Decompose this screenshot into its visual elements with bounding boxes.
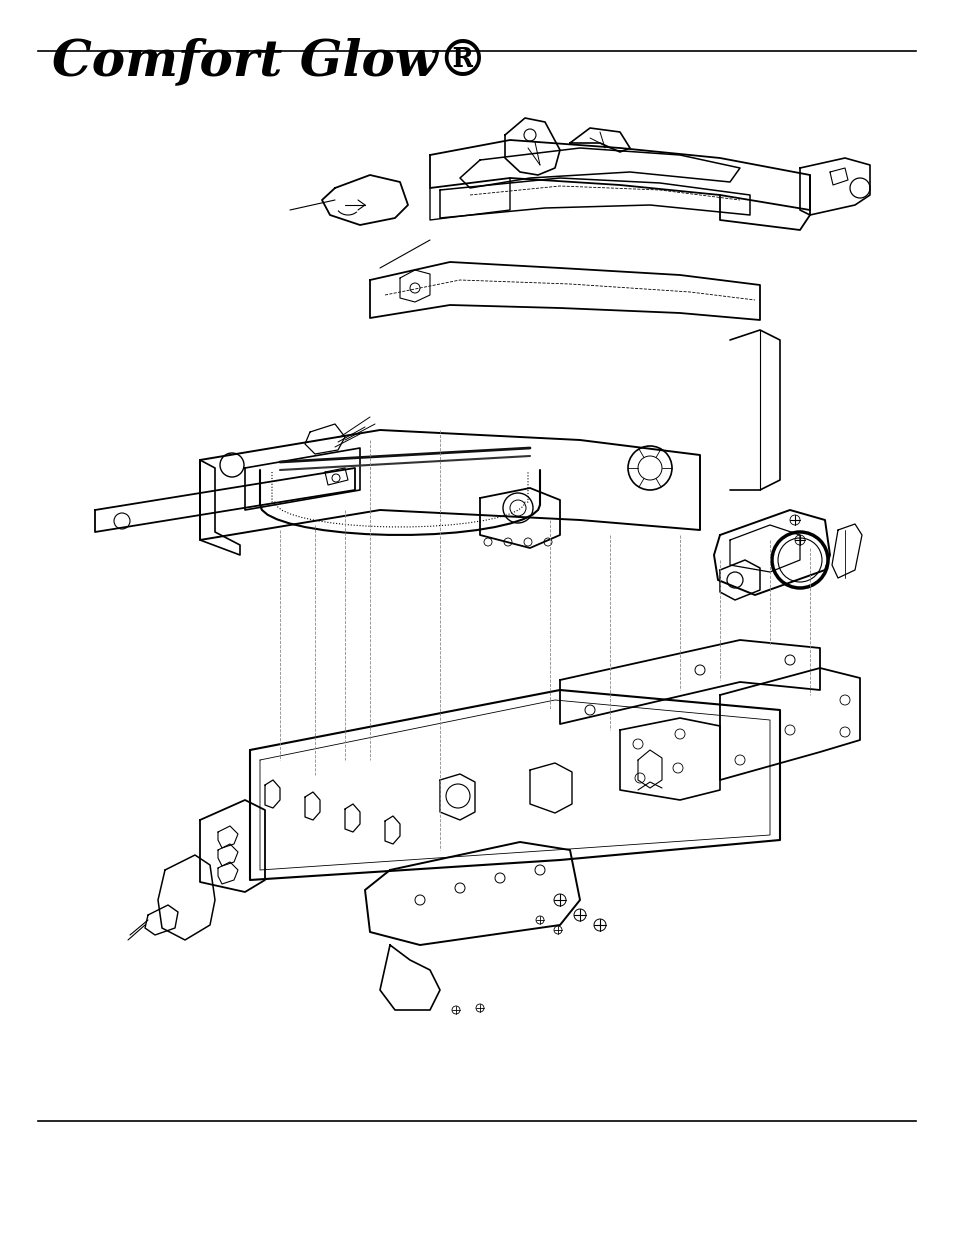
Text: Comfort Glow®: Comfort Glow® — [52, 37, 487, 86]
